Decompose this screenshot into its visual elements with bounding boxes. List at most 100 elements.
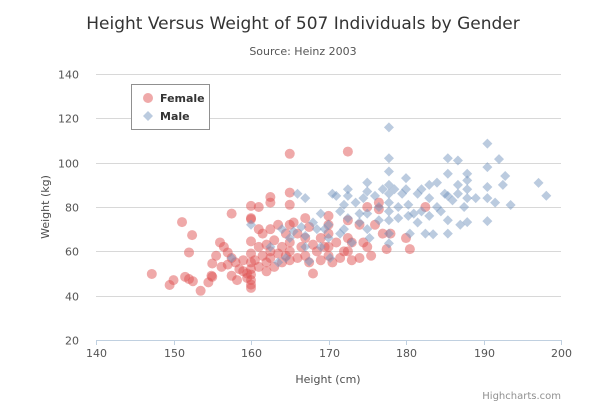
data-point[interactable] [222,259,233,270]
data-point[interactable] [354,208,365,219]
data-point[interactable] [284,187,295,198]
data-point[interactable] [232,275,243,286]
data-point[interactable] [424,210,435,221]
data-point[interactable] [383,153,394,164]
data-point[interactable] [377,184,388,195]
data-point[interactable] [288,217,299,228]
data-point[interactable] [416,184,427,195]
data-point[interactable] [408,208,419,219]
data-point[interactable] [442,215,453,226]
data-point[interactable] [300,193,311,204]
data-point[interactable] [323,233,334,244]
data-point[interactable] [342,184,353,195]
data-point[interactable] [207,258,218,269]
data-point[interactable] [505,200,516,211]
data-point[interactable] [246,214,256,225]
data-point[interactable] [404,244,415,255]
data-point[interactable] [265,224,276,235]
data-point[interactable] [246,200,256,211]
data-point[interactable] [362,241,373,252]
data-point[interactable] [187,230,198,241]
data-point[interactable] [280,252,291,263]
data-point[interactable] [308,217,318,228]
data-point[interactable] [300,213,311,224]
data-point[interactable] [389,184,400,195]
data-point[interactable] [284,233,295,244]
data-point[interactable] [401,184,411,195]
data-point[interactable] [401,173,411,184]
data-point[interactable] [177,217,188,228]
data-point[interactable] [308,268,318,279]
data-point[interactable] [331,237,342,248]
data-point[interactable] [393,213,404,224]
data-point[interactable] [383,228,394,239]
data-point[interactable] [383,206,394,217]
data-point[interactable] [432,177,442,188]
data-point[interactable] [207,271,218,282]
data-point[interactable] [265,252,276,263]
data-point[interactable] [362,177,373,188]
data-point[interactable] [447,195,458,206]
data-point[interactable] [383,197,394,208]
data-point[interactable] [403,199,414,210]
data-point[interactable] [435,206,446,217]
data-point[interactable] [342,213,353,224]
data-point[interactable] [442,153,453,164]
data-point[interactable] [325,252,336,263]
data-point[interactable] [265,192,276,203]
data-point[interactable] [452,179,463,190]
data-point[interactable] [292,252,303,263]
data-point[interactable] [482,182,493,193]
data-point[interactable] [273,257,284,268]
data-point[interactable] [342,246,353,257]
data-point[interactable] [354,252,365,263]
data-point[interactable] [424,179,435,190]
data-point[interactable] [362,186,373,197]
data-point[interactable] [265,241,276,252]
data-point[interactable] [300,241,311,252]
data-point[interactable] [339,199,349,210]
data-point[interactable] [377,228,388,239]
data-point[interactable] [292,188,303,199]
data-point[interactable] [393,202,404,212]
data-point[interactable] [246,282,256,293]
data-point[interactable] [284,246,295,257]
data-point[interactable] [354,217,365,228]
data-point[interactable] [370,190,380,201]
data-point[interactable] [462,184,473,195]
data-point[interactable] [346,255,357,266]
data-point[interactable] [323,241,334,252]
data-point[interactable] [226,208,237,219]
data-point[interactable] [315,241,326,252]
data-point[interactable] [424,193,435,204]
data-point[interactable] [211,250,222,261]
data-point[interactable] [366,250,377,261]
data-point[interactable] [470,193,481,204]
data-point[interactable] [362,208,373,219]
data-point[interactable] [168,275,179,286]
data-point[interactable] [277,241,287,252]
data-point[interactable] [253,261,264,272]
data-point[interactable] [412,217,423,228]
data-point[interactable] [383,166,394,177]
data-point[interactable] [373,215,384,226]
data-point[interactable] [315,208,326,219]
data-point[interactable] [482,193,493,204]
data-point[interactable] [315,255,326,266]
data-point[interactable] [533,177,544,188]
data-point[interactable] [284,199,295,210]
data-point[interactable] [300,230,311,241]
data-point[interactable] [358,193,369,204]
data-point[interactable] [331,190,342,201]
data-point[interactable] [459,202,470,212]
legend-item-female[interactable]: Female [143,92,205,105]
credits-link[interactable]: Highcharts.com [482,391,561,402]
data-point[interactable] [246,219,256,230]
data-point[interactable] [416,206,427,217]
data-point[interactable] [482,138,493,149]
data-point[interactable] [482,216,493,227]
data-point[interactable] [482,162,493,173]
data-point[interactable] [494,154,504,165]
data-point[interactable] [462,168,473,179]
data-point[interactable] [288,226,299,237]
